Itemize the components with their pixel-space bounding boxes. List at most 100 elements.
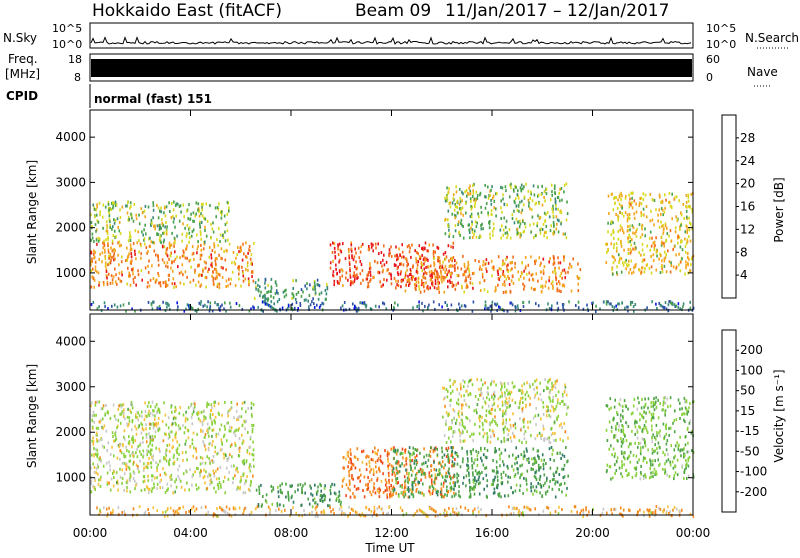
data-cell [375, 465, 377, 468]
data-cell [195, 213, 197, 216]
data-cell [495, 286, 497, 289]
data-cell [552, 388, 554, 391]
data-cell [607, 249, 609, 252]
data-cell [527, 421, 529, 424]
data-cell [675, 215, 677, 218]
data-cell [562, 439, 564, 442]
data-cell [215, 215, 217, 218]
data-cell [459, 495, 461, 498]
data-cell [335, 268, 337, 271]
data-cell [160, 227, 162, 230]
data-cell [438, 469, 440, 472]
data-cell [460, 197, 462, 200]
data-cell [229, 426, 231, 429]
data-cell [544, 482, 546, 485]
data-cell [102, 427, 104, 430]
data-cell [167, 261, 169, 264]
data-cell [513, 190, 515, 193]
data-cell [564, 391, 566, 394]
data-cell [193, 220, 195, 223]
data-cell [546, 414, 548, 417]
data-cell [355, 260, 357, 263]
data-cell [512, 381, 514, 384]
data-cell [209, 462, 211, 465]
data-cell [547, 381, 549, 384]
data-cell [131, 248, 133, 251]
data-cell [505, 400, 507, 403]
data-cell [477, 194, 479, 197]
data-cell [560, 438, 562, 441]
data-cell [468, 380, 470, 383]
data-cell [391, 465, 393, 468]
data-cell [361, 450, 363, 453]
data-cell [214, 246, 216, 249]
data-cell [618, 238, 620, 241]
data-cell [538, 469, 540, 472]
data-cell [301, 295, 303, 298]
data-cell [349, 489, 351, 492]
data-cell [468, 466, 470, 469]
data-cell [447, 280, 449, 283]
data-cell [339, 279, 341, 282]
data-cell [172, 439, 174, 442]
data-cell [446, 304, 448, 307]
data-cell [232, 271, 234, 274]
data-cell [475, 409, 477, 412]
data-cell [418, 304, 420, 307]
data-cell [157, 255, 159, 258]
data-cell [200, 463, 202, 466]
data-cell [617, 215, 619, 218]
data-cell [116, 481, 118, 484]
data-cell [548, 486, 550, 489]
data-cell [520, 275, 522, 278]
data-cell [503, 428, 505, 431]
data-cell [203, 247, 205, 250]
data-cell [556, 405, 558, 408]
data-cell [375, 491, 377, 494]
data-cell [169, 242, 171, 245]
data-cell [105, 206, 107, 209]
data-cell [351, 256, 353, 259]
data-cell [94, 466, 96, 469]
data-cell [530, 420, 532, 423]
data-cell [306, 287, 308, 290]
data-cell [122, 444, 124, 447]
data-cell [468, 193, 470, 196]
data-cell [222, 234, 224, 237]
data-cell [643, 213, 645, 216]
data-cell [148, 450, 150, 453]
data-cell [471, 208, 473, 211]
data-cell [138, 251, 140, 254]
data-cell [168, 426, 170, 429]
data-cell [470, 200, 472, 203]
data-cell [536, 202, 538, 205]
data-cell [459, 188, 461, 191]
data-cell [498, 277, 500, 280]
data-cell [284, 295, 286, 298]
data-cell [135, 229, 137, 232]
data-cell [378, 457, 380, 460]
data-cell [528, 264, 530, 267]
data-cell [414, 283, 416, 286]
data-cell [549, 391, 551, 394]
data-cell [446, 494, 448, 497]
data-cell [221, 424, 223, 427]
data-cell [647, 407, 649, 410]
data-cell [420, 291, 422, 294]
data-cell [346, 271, 348, 274]
data-cell [472, 439, 474, 442]
data-cell [206, 202, 208, 205]
data-cell [275, 292, 277, 295]
data-cell [473, 233, 475, 236]
data-cell [406, 457, 408, 460]
data-cell [531, 467, 533, 470]
data-cell [238, 266, 240, 269]
data-cell [396, 472, 398, 475]
data-cell [145, 410, 147, 413]
data-cell [152, 439, 154, 442]
data-cell [400, 453, 402, 456]
data-cell [645, 194, 647, 197]
data-cell [348, 461, 350, 464]
data-cell [210, 442, 212, 445]
data-cell [480, 389, 482, 392]
